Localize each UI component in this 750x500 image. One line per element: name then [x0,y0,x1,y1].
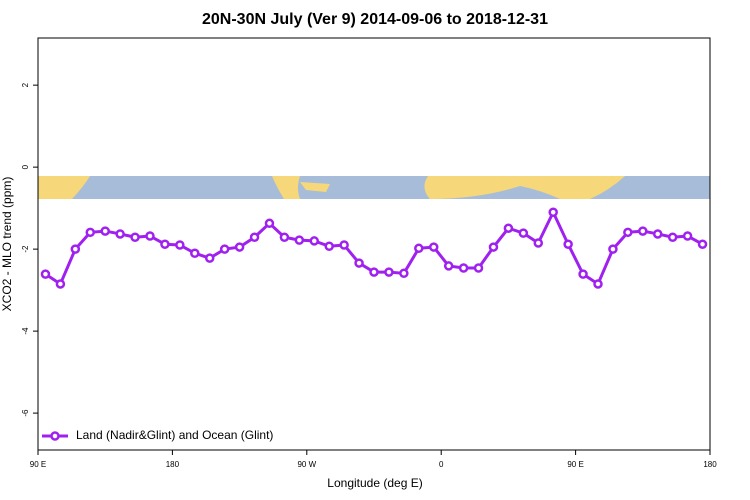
point [294,235,305,245]
point [115,229,125,239]
point [414,243,424,254]
point [443,261,454,271]
point [428,242,439,252]
y-tick-label: -2 [21,245,30,253]
point [638,226,648,236]
x-tick-label: 90 W [297,460,316,469]
chart-title: 20N-30N July (Ver 9) 2014-09-06 to 2018-… [202,11,548,28]
point [623,227,633,238]
y-tick-label: 0 [21,164,30,169]
point [533,238,544,248]
point [608,244,618,254]
point [100,226,110,236]
point [369,267,379,277]
plot-frame [37,37,711,451]
legend-marker [50,431,60,441]
land [300,182,330,192]
point [145,231,155,241]
x-tick-label: 180 [703,460,717,469]
point [204,253,215,263]
point [578,269,588,279]
point [488,242,499,252]
point [652,229,663,239]
point [384,267,394,277]
point [70,244,81,254]
x-tick-label: 0 [439,460,444,469]
point [249,232,260,242]
land [38,176,90,199]
point [548,207,558,217]
y-tick-label: -6 [21,409,30,417]
land [272,176,300,199]
point [160,239,170,249]
point [219,244,230,254]
point [563,239,573,249]
point [339,240,349,250]
y-tick-label: -4 [21,327,30,335]
point [324,241,334,252]
point [518,228,529,238]
point [279,232,290,242]
land [424,176,625,199]
y-tick-label: 2 [21,82,30,87]
point [234,242,245,252]
point [473,263,484,273]
point [130,232,140,242]
x-tick-label: 180 [166,460,180,469]
point [458,263,469,273]
point [85,227,96,238]
point [354,258,364,268]
legend-label: Land (Nadir&Glint) and Ocean (Glint) [76,428,273,442]
y-axis-label: XCO2 - MLO trend (ppm) [0,177,14,312]
point [697,239,708,249]
x-axis-label: Longitude (deg E) [327,476,422,490]
point [682,231,693,241]
point [399,268,409,279]
point [175,240,185,250]
x-tick-label: 90 E [567,460,583,469]
map-strip [38,176,710,199]
point [264,218,275,229]
point [309,236,320,246]
point [190,248,200,258]
point [40,269,51,279]
point [667,232,678,242]
x-tick-label: 90 E [30,460,46,469]
point [55,279,66,289]
point [593,279,603,289]
point [503,223,514,233]
